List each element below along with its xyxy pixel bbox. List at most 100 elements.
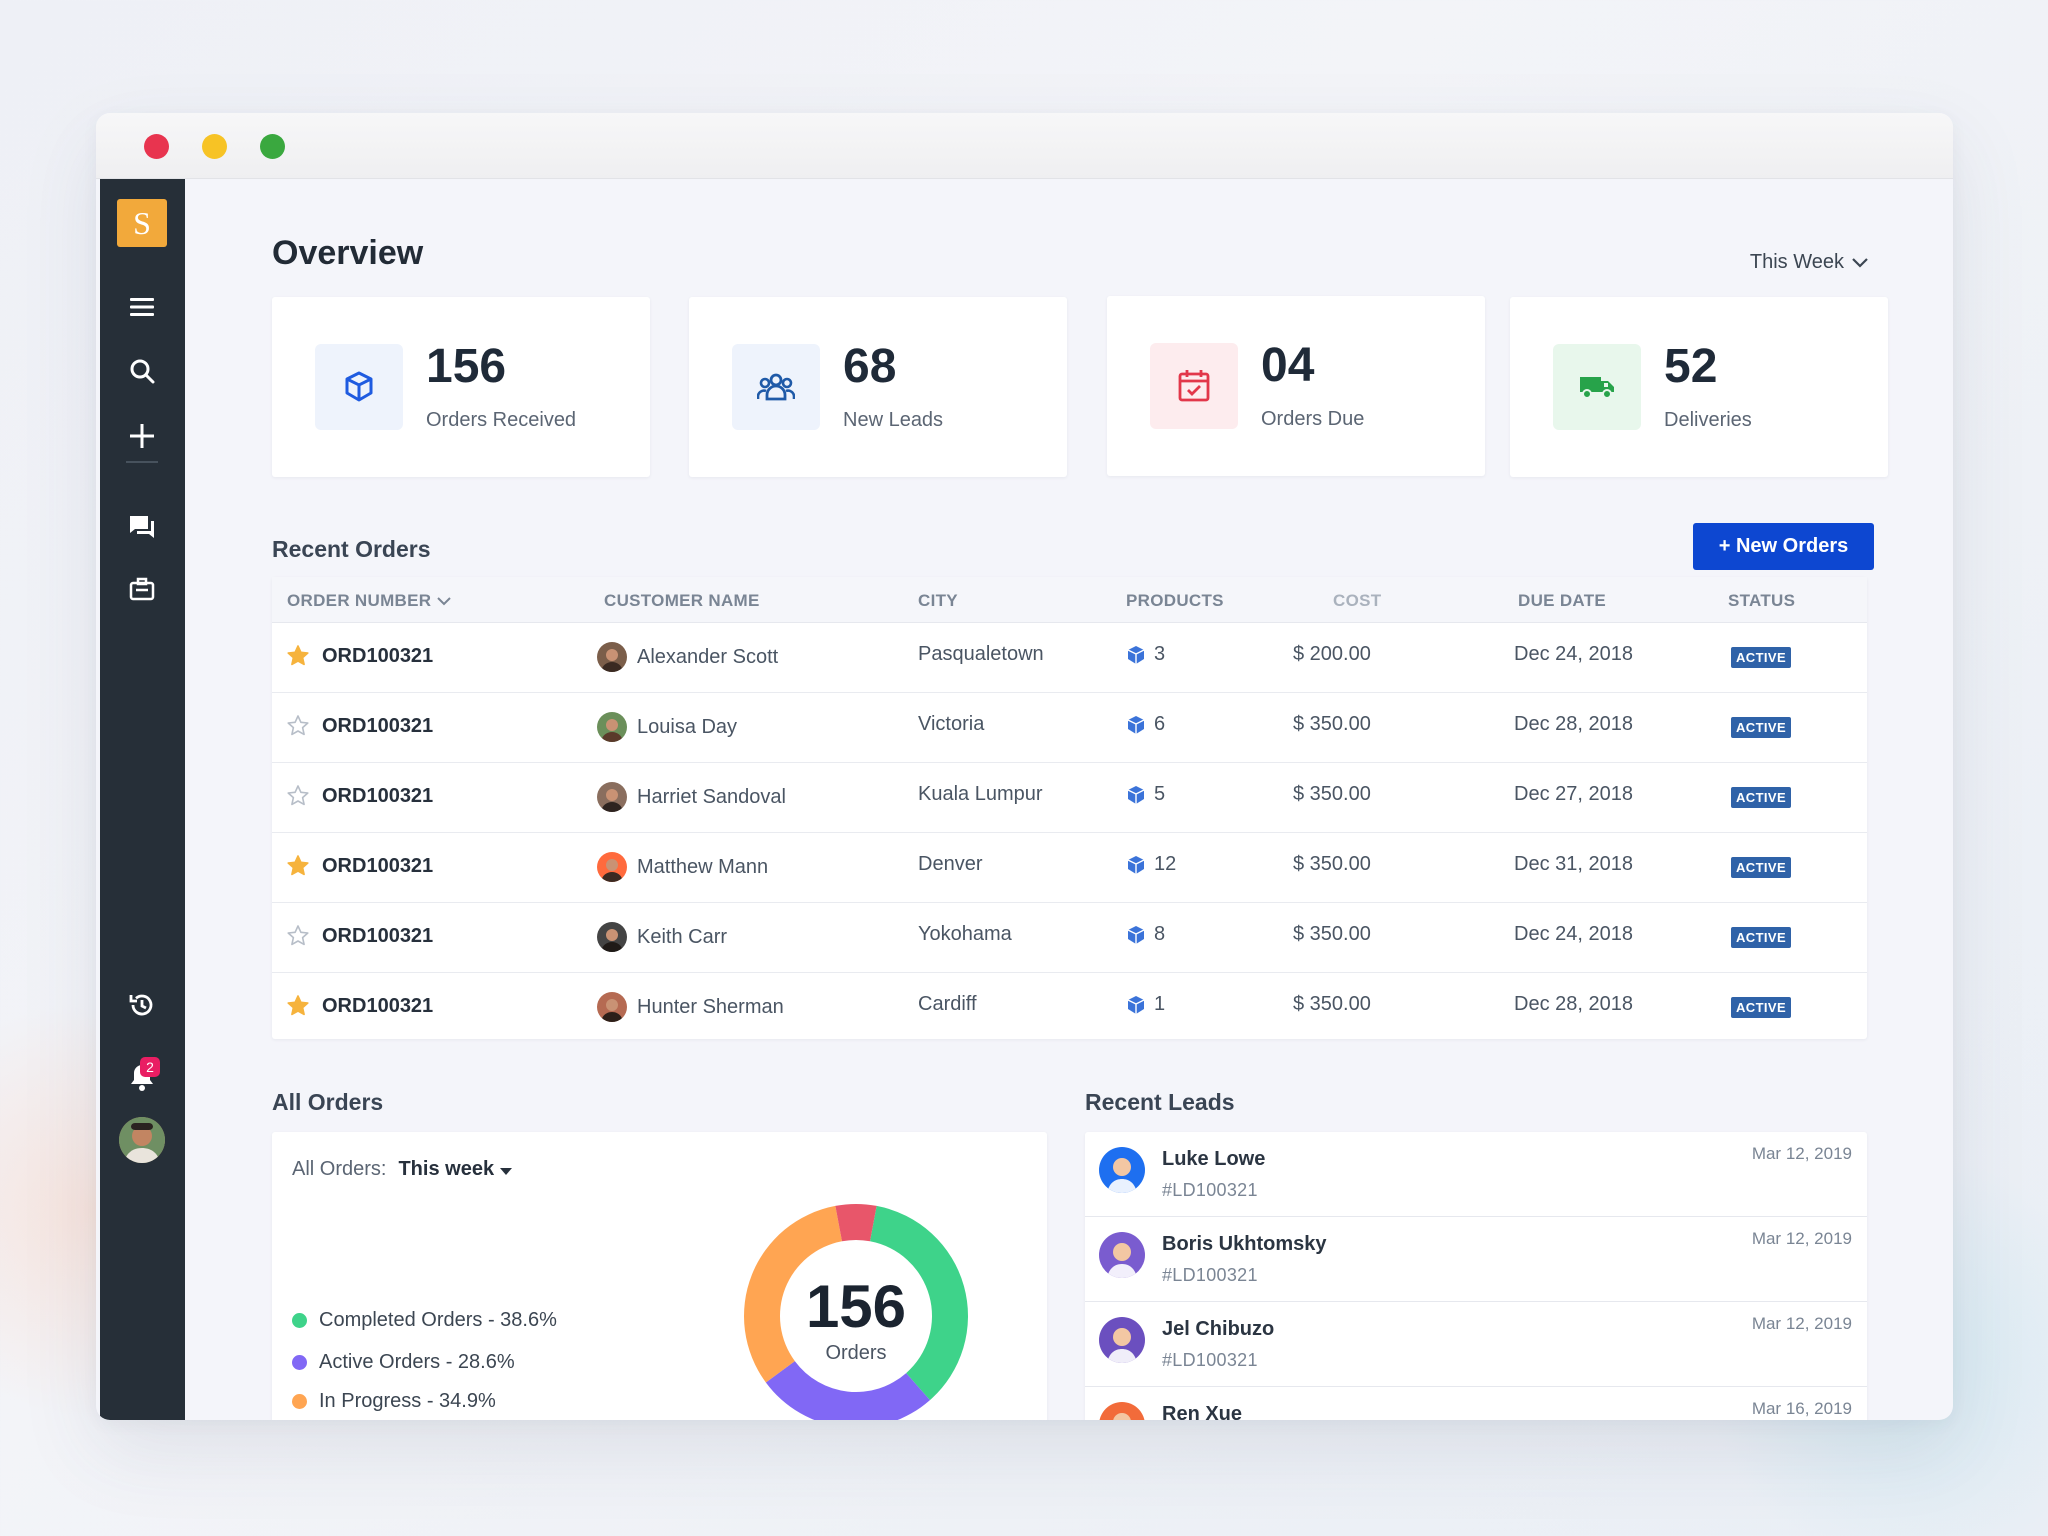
customer-name: Harriet Sandoval (637, 785, 786, 808)
stat-card-orders-received[interactable]: 156 Orders Received (272, 297, 650, 477)
table-row[interactable]: ORD100321 Alexander Scott Pasqualetown 3… (272, 623, 1867, 693)
table-row[interactable]: ORD100321 Hunter Sherman Cardiff 1 $ 350… (272, 973, 1867, 1043)
lead-avatar (1099, 1402, 1145, 1420)
history-icon[interactable] (120, 983, 164, 1027)
lead-name: Luke Lowe (1162, 1148, 1266, 1170)
customer-name: Matthew Mann (637, 855, 769, 878)
box-icon (1126, 995, 1146, 1015)
customer-cell: Keith Carr (597, 922, 727, 952)
orders-filter[interactable]: All Orders: This week (292, 1158, 513, 1181)
table-row[interactable]: ORD100321 Harriet Sandoval Kuala Lumpur … (272, 763, 1867, 833)
order-number[interactable]: ORD100321 (322, 715, 434, 737)
donut-slice-other[interactable] (835, 1204, 877, 1242)
order-number[interactable]: ORD100321 (322, 785, 434, 807)
products-cell: 3 (1126, 643, 1165, 666)
stat-card-orders-due[interactable]: 04 Orders Due (1107, 296, 1485, 476)
box-icon (1126, 855, 1146, 875)
order-number[interactable]: ORD100321 (322, 855, 434, 877)
customer-name: Louisa Day (637, 715, 738, 738)
star-filled-icon[interactable] (286, 854, 310, 878)
column-header-customer[interactable]: CUSTOMER NAME (604, 591, 760, 610)
products-cell: 12 (1126, 853, 1176, 876)
all-orders-title: All Orders (272, 1089, 384, 1115)
plus-icon[interactable] (120, 414, 164, 458)
cost: $ 200.00 (1293, 643, 1371, 665)
lead-avatar (1099, 1232, 1145, 1278)
new-orders-button[interactable]: + New Orders (1693, 523, 1874, 570)
products-count: 12 (1154, 853, 1177, 875)
due-date: Dec 31, 2018 (1514, 853, 1633, 875)
customer-name: Keith Carr (637, 925, 728, 948)
star-outline-icon[interactable] (286, 714, 310, 738)
lead-item[interactable]: Boris Ukhtomsky #LD100321 Mar 12, 2019 (1085, 1217, 1867, 1302)
cost: $ 350.00 (1293, 923, 1371, 945)
order-number[interactable]: ORD100321 (322, 995, 434, 1017)
donut-total: 156 (805, 1273, 907, 1340)
period-dropdown[interactable]: This Week (1750, 251, 1868, 274)
chevron-down-icon (437, 591, 452, 611)
box-icon (1126, 785, 1146, 805)
star-outline-icon[interactable] (286, 924, 310, 948)
order-number[interactable]: ORD100321 (322, 925, 434, 947)
lead-name: Boris Ukhtomsky (1162, 1233, 1327, 1255)
donut-slice-in-progress[interactable] (744, 1205, 842, 1383)
legend-dot-in-progress (292, 1394, 307, 1409)
cost: $ 350.00 (1293, 783, 1371, 805)
caret-down-icon (500, 1158, 513, 1181)
maximize-window-button[interactable] (260, 134, 285, 159)
donut-total-label: Orders (825, 1342, 887, 1364)
bell-icon[interactable]: 2 (120, 1055, 164, 1099)
column-header-order-number[interactable]: ORDER NUMBER (287, 591, 452, 611)
column-header-due-date[interactable]: DUE DATE (1518, 591, 1607, 610)
app-logo[interactable]: S (117, 199, 167, 247)
table-row[interactable]: ORD100321 Keith Carr Yokohama 8 $ 350.00… (272, 903, 1867, 973)
products-count: 8 (1154, 923, 1166, 945)
star-outline-icon[interactable] (286, 784, 310, 808)
notification-badge: 2 (140, 1057, 160, 1077)
table-row[interactable]: ORD100321 Matthew Mann Denver 12 $ 350.0… (272, 833, 1867, 903)
city: Pasqualetown (918, 643, 1044, 665)
products-cell: 1 (1126, 993, 1165, 1016)
menu-icon[interactable] (120, 285, 164, 329)
customer-avatar (597, 712, 627, 742)
window-titlebar (96, 113, 1953, 179)
order-number[interactable]: ORD100321 (322, 645, 434, 667)
donut-slice-active-orders[interactable] (765, 1361, 930, 1420)
lead-name: Ren Xue (1162, 1403, 1243, 1420)
customer-cell: Louisa Day (597, 712, 737, 742)
lead-id: #LD100321 (1162, 1350, 1258, 1370)
customer-avatar (597, 922, 627, 952)
status-badge: ACTIVE (1731, 647, 1792, 668)
lead-avatar (1099, 1317, 1145, 1363)
chat-icon[interactable] (120, 505, 164, 549)
lead-item[interactable]: Ren Xue Mar 16, 2019 (1085, 1387, 1867, 1420)
briefcase-icon[interactable] (120, 567, 164, 611)
products-cell: 8 (1126, 923, 1165, 946)
star-filled-icon[interactable] (286, 644, 310, 668)
stat-card-deliveries[interactable]: 52 Deliveries (1510, 297, 1888, 477)
filter-label: All Orders: (292, 1158, 387, 1180)
products-count: 6 (1154, 713, 1166, 735)
search-icon[interactable] (120, 349, 164, 393)
stat-label: New Leads (843, 409, 944, 431)
stat-card-new-leads[interactable]: 68 New Leads (689, 297, 1067, 477)
column-header-status[interactable]: STATUS (1728, 591, 1796, 610)
star-filled-icon[interactable] (286, 994, 310, 1018)
truck-icon (1553, 344, 1641, 430)
column-header-products[interactable]: PRODUCTS (1126, 591, 1224, 610)
column-header-city[interactable]: CITY (918, 591, 958, 610)
chevron-down-icon (1852, 251, 1868, 274)
lead-date: Mar 12, 2019 (1751, 1314, 1852, 1333)
main-content: Overview This Week 156 Orders Received 6… (185, 179, 1953, 1420)
column-header-cost[interactable]: COST (1333, 591, 1382, 610)
close-window-button[interactable] (144, 134, 169, 159)
city: Yokohama (918, 923, 1012, 945)
lead-date: Mar 16, 2019 (1751, 1399, 1852, 1418)
donut-slice-completed-orders[interactable] (870, 1205, 968, 1401)
customer-avatar (597, 642, 627, 672)
lead-item[interactable]: Jel Chibuzo #LD100321 Mar 12, 2019 (1085, 1302, 1867, 1387)
user-avatar[interactable] (119, 1117, 165, 1163)
lead-item[interactable]: Luke Lowe #LD100321 Mar 12, 2019 (1085, 1132, 1867, 1217)
table-row[interactable]: ORD100321 Louisa Day Victoria 6 $ 350.00… (272, 693, 1867, 763)
minimize-window-button[interactable] (202, 134, 227, 159)
